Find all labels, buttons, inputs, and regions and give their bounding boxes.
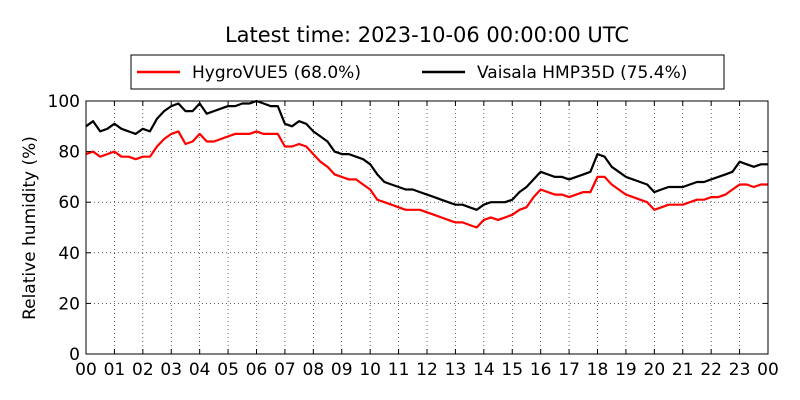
x-tick-label: 00 [75, 360, 97, 380]
grid [86, 101, 768, 354]
x-tick-label: 04 [189, 360, 211, 380]
y-tick-label: 0 [69, 345, 80, 365]
x-tick-label: 00 [757, 360, 779, 380]
x-tick-label: 14 [473, 360, 495, 380]
y-axis-label: Relative humidity (%) [20, 136, 40, 320]
x-tick-label: 13 [445, 360, 467, 380]
x-tick-label: 05 [217, 360, 239, 380]
y-tick-label: 60 [58, 193, 80, 213]
legend: HygroVUE5 (68.0%) Vaisala HMP35D (75.4%) [130, 54, 725, 90]
legend-label-vaisala: Vaisala HMP35D (75.4%) [477, 63, 687, 83]
x-tick-label: 16 [530, 360, 552, 380]
y-tick-label: 80 [58, 143, 80, 163]
series-line-hygrovue5 [85, 130, 768, 229]
x-tick-label: 12 [416, 360, 438, 380]
x-tick-label: 23 [729, 360, 751, 380]
x-tick-label: 07 [274, 360, 296, 380]
x-tick-label: 06 [246, 360, 268, 380]
x-tick-label: 02 [132, 360, 154, 380]
series-layer [85, 99, 768, 229]
x-tick-label: 18 [587, 360, 609, 380]
x-tick-label: 01 [104, 360, 126, 380]
y-tick-label: 40 [58, 244, 80, 264]
x-tick-label: 21 [672, 360, 694, 380]
x-tick-label: 08 [303, 360, 325, 380]
chart-title: Latest time: 2023-10-06 00:00:00 UTC [225, 23, 629, 47]
y-tick-label: 20 [58, 294, 80, 314]
legend-label-hygrovue5: HygroVUE5 (68.0%) [192, 63, 361, 83]
plot-frame [85, 100, 769, 355]
y-tick-label: 100 [48, 92, 80, 112]
y-axis: 0 20 40 60 80 100 [48, 92, 768, 365]
x-tick-label: 22 [700, 360, 722, 380]
x-tick-label: 09 [331, 360, 353, 380]
x-tick-label: 10 [359, 360, 381, 380]
x-tick-label: 11 [388, 360, 410, 380]
x-tick-label: 17 [558, 360, 580, 380]
x-axis: 00 01 02 03 04 05 06 07 08 09 10 11 12 13 14 15 16 17 18 19… [75, 101, 779, 380]
x-tick-label: 15 [501, 360, 523, 380]
x-tick-label: 20 [644, 360, 666, 380]
x-tick-label: 03 [160, 360, 182, 380]
x-tick-label: 19 [615, 360, 637, 380]
